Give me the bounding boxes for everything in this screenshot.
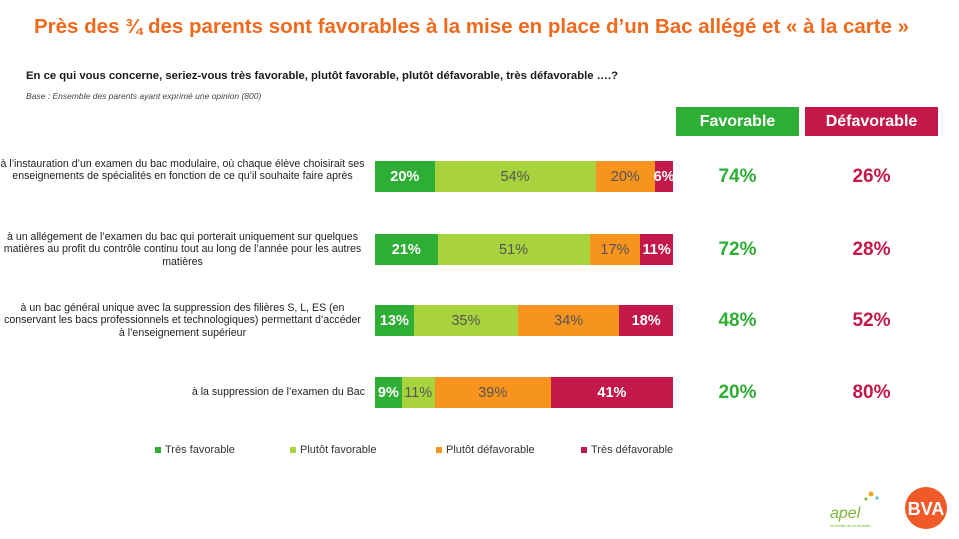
bar-segment: 41% (550, 377, 673, 408)
bva-logo-circle (905, 487, 947, 529)
bar-segment: 51% (437, 234, 590, 265)
bar-segment: 34% (518, 305, 620, 336)
legend-label: Très défavorable (591, 444, 674, 456)
apel-logo-text: apel (830, 505, 861, 522)
bar-segment: 13% (375, 305, 414, 336)
favorable-total: 20% (718, 382, 757, 403)
defavorable-total: 52% (852, 310, 891, 331)
favorable-total: 48% (718, 310, 757, 331)
bar-segment: 21% (375, 234, 438, 265)
defavorable-total: 26% (852, 166, 891, 187)
bva-logo: BVA (905, 487, 947, 529)
defavorable-total: 80% (852, 382, 891, 403)
defavorable-header: Défavorable (805, 107, 938, 136)
bar-segment: 6% (654, 161, 675, 192)
favorable-total: 72% (718, 239, 757, 260)
bva-logo-text: BVA (908, 499, 945, 519)
bar-segment: 39% (434, 377, 551, 408)
legend-swatch (581, 447, 587, 453)
favorable-header: Favorable (676, 107, 799, 136)
bar-segment: 18% (619, 305, 673, 336)
survey-question: En ce qui vous concerne, seriez-vous trè… (26, 70, 618, 82)
bar-segment: 9% (375, 377, 402, 408)
apel-logo: apel la famille de la réussite (830, 491, 879, 528)
apel-logo-tagline: la famille de la réussite (830, 523, 871, 528)
page-title: Près des ¾ des parents sont favorables à… (34, 15, 910, 38)
legend-item: Plutôt favorable (290, 444, 436, 456)
apel-logo-dot (875, 496, 879, 500)
legend-label: Plutôt défavorable (446, 444, 535, 456)
legend-item: Très favorable (155, 444, 290, 456)
legend-swatch (290, 447, 296, 453)
row-label: à un allégement de l’examen du bac qui p… (3, 230, 362, 268)
apel-logo-dot (868, 491, 874, 497)
apel-logo-dot (864, 497, 868, 501)
row-label: à un bac général unique avec la suppress… (4, 301, 361, 339)
legend-swatch (436, 447, 442, 453)
legend-swatch (155, 447, 161, 453)
row-label: à l’instauration d’un examen du bac modu… (0, 157, 365, 183)
bar-segment: 11% (401, 377, 435, 408)
defavorable-total: 28% (852, 239, 891, 260)
legend-label: Très favorable (165, 444, 235, 456)
base-note: Base : Ensemble des parents ayant exprim… (26, 91, 262, 101)
legend-item: Plutôt défavorable (436, 444, 581, 456)
bar-segment: 54% (434, 161, 596, 192)
bar-segment: 17% (589, 234, 641, 265)
bar-segment: 35% (413, 305, 519, 336)
bar-segment: 20% (595, 161, 656, 192)
bar-segment: 11% (640, 234, 673, 265)
legend-item: Très défavorable (581, 444, 701, 456)
bar-segment: 20% (375, 161, 435, 192)
favorable-total: 74% (718, 166, 757, 187)
legend-label: Plutôt favorable (300, 444, 377, 456)
row-label: à la suppression de l’examen du Bac (191, 386, 365, 399)
chart-legend: Très favorable Plutôt favorable Plutôt déf… (155, 444, 701, 456)
